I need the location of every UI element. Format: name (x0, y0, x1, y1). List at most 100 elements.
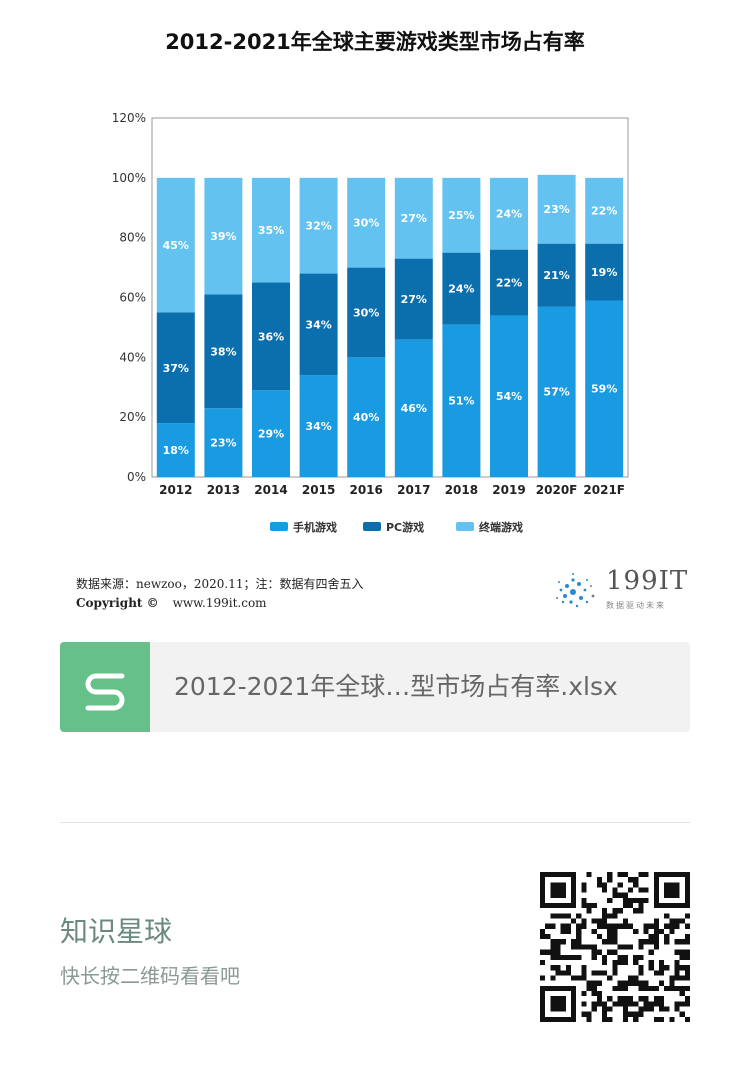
brand-slogan: 数据驱动未来 (606, 601, 666, 610)
legend-swatch (456, 522, 474, 531)
bar-segment (585, 243, 624, 301)
legend-label: 手机游戏 (293, 520, 337, 534)
bar-value-label: 36% (258, 330, 284, 343)
x-tick-label: 2020F (536, 483, 578, 497)
brand-name: 199IT (606, 566, 689, 596)
promo-subtitle: 快长按二维码看看吧 (60, 964, 240, 988)
x-tick-label: 2015 (302, 483, 335, 497)
data-source-note: 数据来源：newzoo，2020.11；注：数据有四舍五入 (76, 577, 364, 591)
bar-segment (347, 267, 386, 358)
bar-value-labels: 18% 37% 45% 23% 38% 39% 29% 36% 35% 34% 34% 32% 40% 3… (163, 203, 618, 457)
bar-segment (299, 273, 338, 376)
bar-value-label: 46% (401, 402, 427, 415)
bar-segment (394, 258, 433, 340)
x-tick-label: 2018 (445, 483, 478, 497)
spreadsheet-s-icon (60, 642, 150, 732)
bar-value-label: 30% (353, 217, 379, 230)
bar-segment (585, 177, 624, 244)
bar-segment (442, 252, 481, 325)
bar-value-label: 21% (543, 269, 569, 282)
bar-segment (442, 324, 481, 477)
bar-value-label: 22% (591, 205, 617, 218)
promo-title: 知识星球 (60, 915, 173, 948)
bar-segment (156, 312, 195, 424)
bar-value-label: 24% (448, 283, 474, 296)
plot-frame (151, 117, 629, 478)
bar-segment (156, 423, 195, 477)
copyright-label: Copyright © (76, 596, 159, 610)
bar-value-label: 27% (401, 293, 427, 306)
copyright-url[interactable]: www.199it.com (172, 596, 267, 610)
x-tick-label: 2019 (492, 483, 525, 497)
legend: 手机游戏 PC游戏 终端游戏 (270, 520, 523, 534)
brand-logo-icon (556, 573, 595, 608)
bar-segment (490, 315, 528, 477)
x-tick-label: 2021F (583, 483, 625, 497)
copyright-line: Copyright © www.199it.com (76, 596, 267, 610)
bar-value-label: 59% (591, 383, 617, 396)
bar-segment (204, 408, 243, 477)
bar-value-label: 25% (448, 209, 474, 222)
bar-value-label: 35% (258, 224, 284, 237)
bar-value-label: 23% (543, 203, 569, 216)
bar-value-label: 23% (210, 437, 236, 450)
y-tick-label: 120% (112, 111, 146, 125)
bar-value-label: 29% (258, 428, 284, 441)
bar-segment (299, 177, 338, 274)
bar-segment (585, 300, 624, 477)
x-tick-label: 2014 (254, 483, 287, 497)
bar-segment (490, 249, 528, 316)
bar-segment (490, 177, 528, 250)
bar-value-label: 37% (163, 362, 189, 375)
bar-segment (394, 339, 433, 477)
bar-value-label: 30% (353, 306, 379, 319)
bar-value-label: 22% (496, 277, 522, 290)
bar-segment (252, 282, 290, 391)
bar-segment (204, 294, 243, 409)
y-tick-label: 0% (127, 470, 146, 484)
legend-label: 终端游戏 (479, 520, 523, 534)
bars (156, 174, 624, 477)
chart-title: 2012-2021年全球主要游戏类型市场占有率 (165, 30, 585, 54)
attachment-file-card[interactable]: 2012-2021年全球…型市场占有率.xlsx (60, 642, 690, 732)
bar-segment (537, 174, 576, 244)
bar-segment (204, 177, 243, 295)
y-tick-label: 80% (119, 231, 146, 245)
bar-value-label: 51% (448, 395, 474, 408)
attachment-filename: 2012-2021年全球…型市场占有率.xlsx (174, 672, 618, 701)
y-tick-label: 100% (112, 171, 146, 185)
bar-segment (442, 177, 481, 253)
bar-value-label: 39% (210, 230, 236, 243)
bar-value-label: 19% (591, 266, 617, 279)
bar-segment (537, 306, 576, 477)
x-tick-label: 2016 (349, 483, 382, 497)
bar-value-label: 45% (163, 239, 189, 252)
x-tick-label: 2013 (207, 483, 240, 497)
bar-segment (347, 177, 386, 268)
bar-value-label: 57% (543, 386, 569, 399)
bar-segment (156, 177, 195, 313)
qr-code-icon[interactable] (540, 872, 690, 1022)
x-axis-labels: 2012 2013 2014 2015 2016 2017 2018 2019 2020F 202… (159, 483, 625, 497)
y-axis-labels: 0% 20% 40% 60% 80% 100% 120% (112, 111, 146, 484)
x-tick-label: 2017 (397, 483, 430, 497)
legend-swatch (270, 522, 288, 531)
y-tick-label: 40% (119, 350, 146, 364)
bar-value-label: 34% (305, 420, 331, 433)
bar-segment (394, 177, 433, 259)
stacked-bar-chart: 0% 20% 40% 60% 80% 100% 120% 18% 37% 45% 23% 38% 39… (112, 111, 629, 534)
bar-segment (299, 375, 338, 477)
y-tick-label: 20% (119, 410, 146, 424)
bar-value-label: 40% (353, 411, 379, 424)
bar-segment (252, 390, 290, 477)
bar-value-label: 34% (305, 318, 331, 331)
bar-value-label: 54% (496, 390, 522, 403)
bar-value-label: 38% (210, 345, 236, 358)
bar-value-label: 24% (496, 208, 522, 221)
legend-label: PC游戏 (386, 520, 424, 534)
legend-swatch (363, 522, 381, 531)
bar-segment (537, 243, 576, 307)
bar-value-label: 18% (163, 444, 189, 457)
y-tick-label: 60% (119, 291, 146, 305)
x-tick-label: 2012 (159, 483, 192, 497)
